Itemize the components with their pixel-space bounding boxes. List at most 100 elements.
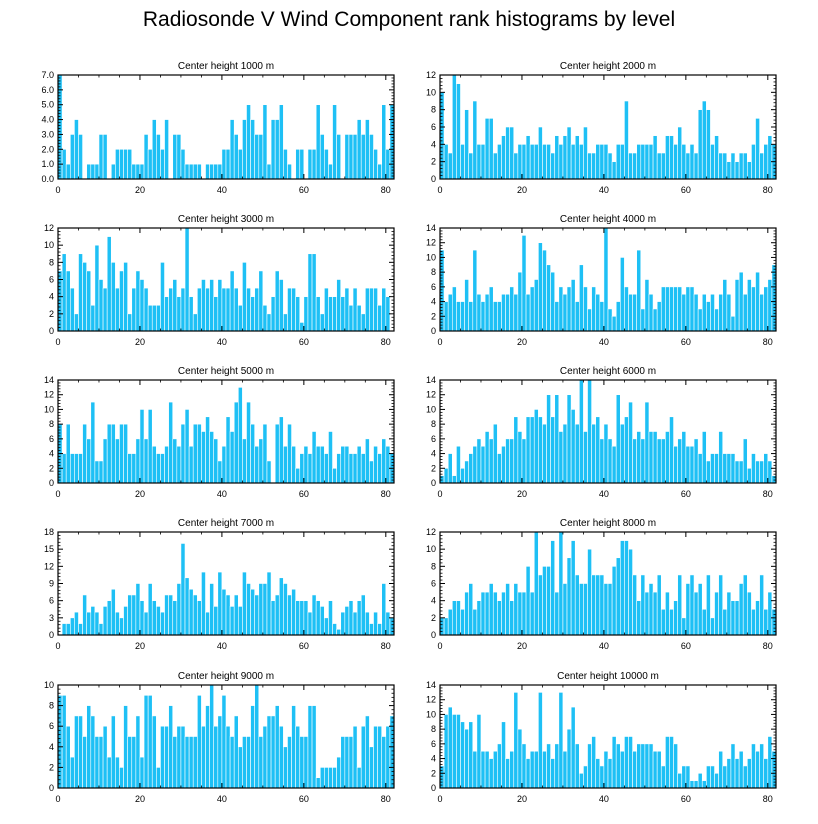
bar [151,304,157,332]
bar [505,126,510,180]
x-tick-label: 20 [135,185,145,195]
bar [513,293,519,332]
bar [307,705,313,789]
y-tick-label: 10 [426,544,436,554]
bar [188,163,194,180]
bar [110,163,116,180]
bar [644,144,650,180]
panel-2: Center height 2000 m 0 2 4 6 8 10 12 0 20 40 60 80 [426,61,777,195]
bar [188,588,194,636]
bar [201,571,206,636]
bar [295,467,301,484]
bar [734,460,740,484]
bar [340,296,346,332]
bar [533,531,539,636]
bar [451,74,457,180]
bar [669,286,674,332]
bar [57,74,63,180]
panel-title: Center height 4000 m [560,214,656,225]
y-tick-label: 5.0 [41,100,54,110]
x-tick-label: 0 [55,489,60,499]
bar [385,445,391,484]
bar [246,104,251,180]
bar [143,134,149,180]
bar [640,743,646,789]
bar [583,431,588,484]
bar [151,445,157,484]
bar [529,591,535,636]
bar [69,617,75,636]
bar [689,780,695,789]
x-tick-label: 80 [763,641,773,651]
bar [139,279,145,332]
bar [106,236,112,332]
y-tick-label: 7.0 [41,70,54,80]
bar [595,416,601,484]
bar [176,296,182,332]
bar [336,756,342,789]
bar [242,736,247,789]
bar [595,144,601,180]
bar [221,694,227,789]
bar [86,163,92,180]
x-tick-label: 40 [599,489,609,499]
bar [61,253,67,332]
bar [755,600,760,636]
bar [180,543,186,636]
bar [283,148,288,180]
bar [377,453,383,484]
x-tick-label: 60 [299,185,309,195]
bar [542,566,547,636]
bar [143,694,149,789]
bar [385,611,391,636]
bar [603,750,609,789]
bar [767,460,773,484]
bar [156,134,161,180]
bar [624,416,629,484]
bar [599,301,605,332]
bar [369,460,374,484]
bar [184,736,190,789]
bar [488,583,494,636]
bar [299,600,305,636]
panel-title: Center height 7000 m [178,518,274,529]
bar [328,767,333,789]
bar [562,135,568,180]
bar [221,588,227,636]
bar [115,438,120,484]
panel-title: Center height 2000 m [560,61,656,72]
bar [377,725,383,789]
bar [501,591,506,636]
bar [82,262,87,332]
bar [160,148,165,180]
bar [123,705,128,789]
bar [558,431,564,484]
bar [123,606,128,636]
y-tick-label: 12 [44,390,54,400]
bar [677,574,683,636]
bar [229,119,235,180]
bar [570,144,576,180]
bar [669,416,674,484]
bar [632,293,637,332]
bar [492,152,498,180]
bar [217,279,223,332]
bar [229,270,235,332]
bar [456,445,461,484]
bar [258,736,264,789]
bar [738,460,744,484]
bar [714,453,719,484]
bar [681,765,687,789]
bar [566,394,572,484]
bar [656,750,662,789]
plot-frame [57,74,395,180]
bar [258,583,264,636]
bar [328,296,333,332]
y-tick-label: 0 [431,478,436,488]
bar [303,445,309,484]
bar [237,304,243,332]
bar [472,608,478,636]
y-tick-label: 8 [49,701,54,711]
bar [221,445,227,484]
bar [143,438,149,484]
